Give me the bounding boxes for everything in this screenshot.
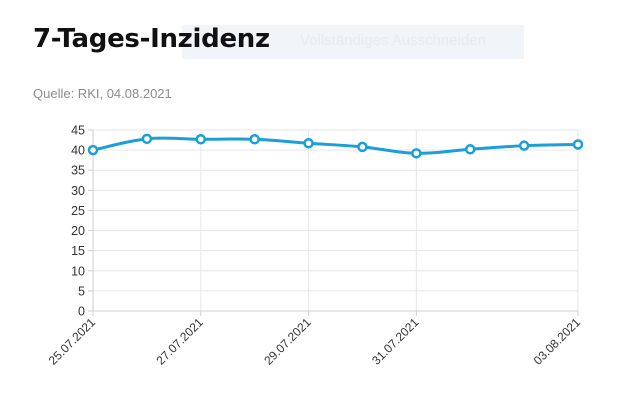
x-tick-label: 27.07.2021 bbox=[154, 315, 207, 368]
data-point bbox=[464, 144, 476, 155]
y-tick-label: 30 bbox=[71, 184, 85, 198]
y-tick-label: 5 bbox=[78, 284, 85, 298]
data-point bbox=[141, 133, 153, 145]
data-point bbox=[195, 134, 207, 145]
y-tick-label: 15 bbox=[71, 244, 85, 258]
y-tick-label: 20 bbox=[71, 224, 85, 238]
data-point bbox=[249, 134, 260, 145]
x-tick-label: 31.07.2021 bbox=[369, 315, 422, 368]
y-tick-label: 40 bbox=[71, 144, 85, 158]
y-tick-label: 25 bbox=[71, 204, 85, 218]
y-tick-label: 45 bbox=[71, 124, 85, 138]
chart-source: Quelle: RKI, 04.08.2021 bbox=[33, 86, 172, 101]
data-point bbox=[87, 144, 99, 156]
y-tick-label: 10 bbox=[71, 264, 85, 278]
x-tick-label: 25.07.2021 bbox=[46, 315, 99, 368]
data-point bbox=[411, 148, 422, 159]
snipping-overlay-text: Vollständiges Ausschneiden bbox=[300, 32, 486, 49]
data-point bbox=[303, 138, 314, 149]
x-tick-label: 03.08.2021 bbox=[531, 315, 584, 368]
series-line bbox=[92, 136, 579, 155]
data-point bbox=[357, 141, 368, 153]
series bbox=[87, 133, 584, 159]
y-tick-label: 35 bbox=[71, 164, 85, 178]
x-tick-label: 29.07.2021 bbox=[261, 315, 314, 368]
data-point bbox=[572, 139, 584, 150]
y-tick-label: 0 bbox=[78, 305, 85, 319]
snipping-overlay-banner bbox=[182, 25, 524, 59]
axes bbox=[92, 130, 578, 312]
x-axis-ticks: 25.07.2021 27.07.2021 29.07.2021 31.07.2021… bbox=[46, 315, 584, 368]
grid-lines bbox=[88, 129, 579, 316]
chart-title: 7-Tages-Inzidenz bbox=[33, 24, 270, 54]
y-axis-ticks: 0 5 10 15 20 25 30 35 40 45 bbox=[71, 124, 85, 319]
data-point bbox=[518, 140, 530, 151]
